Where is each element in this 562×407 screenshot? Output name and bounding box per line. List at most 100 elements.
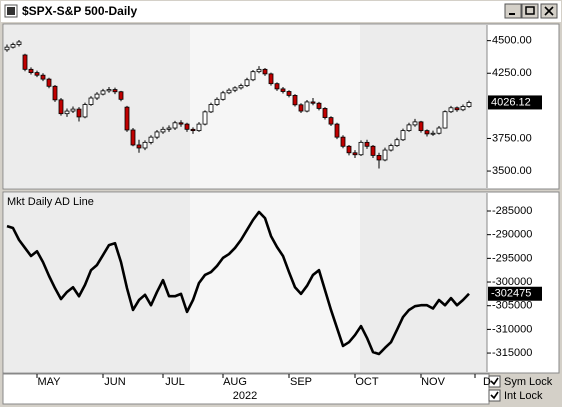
candle-body: [334, 123, 340, 138]
maximize-button[interactable]: [521, 3, 539, 19]
candle-body: [46, 78, 52, 87]
candle-body: [256, 68, 262, 73]
x-tick-label: MAY: [37, 376, 61, 388]
candle-body: [220, 92, 226, 100]
candle-body: [226, 89, 232, 94]
candle-body: [52, 85, 58, 101]
candle-body: [196, 123, 202, 132]
x-tick-label: SEP: [290, 376, 312, 388]
candle-body: [268, 73, 274, 85]
ad-line: [6, 210, 470, 356]
candle-body: [340, 136, 346, 147]
x-tick-label: D: [483, 376, 491, 388]
candle-body: [322, 108, 328, 118]
candle-body: [232, 87, 238, 91]
y-tick-label: -295000: [492, 252, 532, 264]
candle-body: [112, 89, 118, 93]
candle-body: [298, 104, 304, 112]
y-tick-label: 3750.00: [492, 132, 532, 144]
candle-body: [424, 130, 430, 135]
close-button[interactable]: [540, 3, 558, 19]
price-plot-band: [190, 25, 360, 188]
x-tick-label: OCT: [355, 376, 379, 388]
candle-body: [436, 127, 442, 134]
x-tick-label: JUN: [104, 376, 125, 388]
candle-body: [160, 128, 166, 133]
candle-body: [418, 121, 424, 132]
last-value-box: [488, 286, 542, 301]
y-tick-label: -290000: [492, 229, 532, 241]
candle-body: [76, 108, 82, 118]
candle-body: [184, 123, 190, 130]
candle-body: [292, 95, 298, 106]
candle-body: [40, 74, 46, 80]
candle-body: [430, 132, 436, 135]
candle-body: [382, 149, 388, 161]
int-lock-label: Int Lock: [504, 390, 543, 402]
candle-body: [466, 102, 472, 107]
candle-body: [148, 136, 154, 143]
y-tick-label: -305000: [492, 300, 532, 312]
candle-body: [364, 141, 370, 147]
candle-body: [88, 97, 94, 105]
x-tick-label: AUG: [223, 376, 247, 388]
minimize-button[interactable]: [504, 3, 522, 19]
candle-body: [28, 68, 34, 73]
candle-body: [442, 111, 448, 129]
sym-lock-checkbox[interactable]: Sym Lock: [488, 375, 553, 388]
candle-body: [460, 106, 466, 111]
y-tick-label: -300000: [492, 276, 532, 288]
candle-body: [94, 93, 100, 99]
candle-body: [412, 121, 418, 126]
y-tick-label: -310000: [492, 323, 532, 335]
candle-body: [244, 79, 250, 87]
candle-body: [304, 101, 310, 112]
ad-title: Mkt Daily AD Line: [7, 196, 94, 208]
app-icon-inner: [7, 7, 15, 15]
candle-body: [400, 130, 406, 141]
sym-lock-label: Sym Lock: [504, 376, 553, 388]
candle-body: [280, 88, 286, 92]
candle-body: [274, 83, 280, 90]
y-tick-label: 4500.00: [492, 35, 532, 47]
int-lock-checkbox[interactable]: Int Lock: [488, 389, 543, 402]
x-tick-label: NOV: [421, 376, 446, 388]
candle-body: [16, 41, 22, 45]
y-tick-label: -315000: [492, 347, 532, 359]
candle-body: [376, 154, 382, 161]
candle-body: [286, 91, 292, 96]
candle-body: [70, 108, 76, 112]
candle-body: [358, 141, 364, 156]
x-tick-label: JUL: [165, 376, 185, 388]
candle-body: [238, 85, 244, 89]
last-value-label: 4026.12: [491, 96, 531, 108]
candle-body: [202, 111, 208, 125]
candle-body: [124, 106, 130, 131]
candle-body: [172, 122, 178, 129]
last-value-label: -302475: [491, 288, 531, 300]
candle-body: [82, 104, 88, 118]
candle-body: [328, 117, 334, 125]
candle-body: [34, 72, 40, 76]
last-value-box: [488, 95, 542, 110]
candle-body: [454, 107, 460, 111]
candle-body: [346, 145, 352, 154]
candle-body: [106, 89, 112, 92]
candle-body: [118, 91, 124, 100]
candle-body: [208, 104, 214, 113]
candle-body: [64, 110, 70, 115]
candle-body: [130, 129, 136, 146]
y-tick-label: -285000: [492, 205, 532, 217]
candle-body: [58, 99, 64, 115]
candle-body: [394, 139, 400, 147]
candle-body: [310, 101, 316, 104]
candle-body: [136, 144, 142, 149]
candle-body: [448, 107, 454, 113]
candle-body: [22, 54, 28, 70]
y-tick-label: 4250.00: [492, 67, 532, 79]
candle-body: [406, 124, 412, 132]
ad-plot-band: [190, 193, 360, 372]
candle-body: [4, 46, 10, 51]
candle-body: [178, 122, 184, 125]
candle-body: [214, 98, 220, 105]
